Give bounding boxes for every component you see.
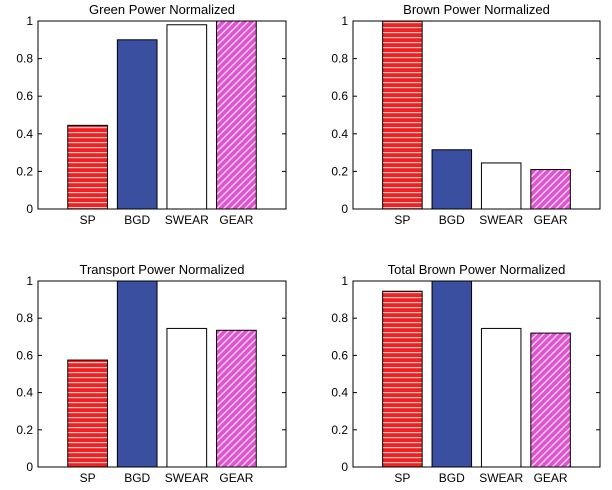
y-tick-label: 0.8	[16, 52, 33, 66]
bar-swear	[480, 162, 522, 210]
x-tick-label: BGD	[124, 213, 150, 227]
x-tick-label: SWEAR	[165, 471, 209, 485]
x-tick-label: SP	[80, 213, 96, 227]
y-tick-label: 1	[341, 14, 348, 28]
y-tick-label: 0.4	[331, 386, 348, 400]
bar-sp	[67, 124, 108, 210]
y-tick-label: 0.6	[16, 89, 33, 103]
y-tick-label: 0.8	[331, 52, 348, 66]
x-tick-label: SWEAR	[479, 471, 523, 485]
y-tick-label: 0	[26, 460, 33, 474]
chart-title: Transport Power Normalized	[80, 262, 245, 277]
axes-frame	[37, 20, 287, 210]
x-tick-label: GEAR	[534, 213, 568, 227]
x-tick-label: SWEAR	[479, 213, 523, 227]
bar-sp	[67, 359, 108, 468]
x-tick-label: BGD	[124, 471, 150, 485]
x-tick-label: BGD	[439, 213, 465, 227]
bar-swear	[166, 24, 208, 210]
y-tick-label: 0.6	[331, 89, 348, 103]
bar-bgd	[431, 149, 473, 210]
bar-bgd	[116, 39, 158, 210]
chart-panel-4: Total Brown Power Normalized SP BGD SWEAR GE…	[331, 262, 601, 485]
bar-sp	[382, 290, 423, 468]
chart-panel-2: Brown Power Normalized SP BGD SWEAR GEAR 0 0.2…	[331, 2, 601, 227]
y-tick-label: 0	[26, 202, 33, 216]
x-tick-label: SWEAR	[165, 213, 209, 227]
bar-gear	[216, 20, 257, 210]
y-tick-label: 1	[26, 14, 33, 28]
x-tick-label: SP	[80, 471, 96, 485]
y-tick-label: 0.8	[16, 311, 33, 325]
y-tick-label: 0.2	[331, 423, 348, 437]
y-tick-label: 0.4	[331, 127, 348, 141]
chart-title: Green Power Normalized	[89, 2, 235, 17]
x-tick-label: BGD	[439, 471, 465, 485]
chart-title: Total Brown Power Normalized	[388, 262, 566, 277]
y-tick-label: 0.2	[16, 164, 33, 178]
x-tick-label: GEAR	[219, 471, 253, 485]
axes-frame	[352, 280, 601, 468]
bar-bgd	[431, 280, 473, 468]
y-tick-label: 0.8	[331, 311, 348, 325]
y-tick-label: 0.2	[16, 423, 33, 437]
y-tick-label: 0.2	[331, 164, 348, 178]
x-tick-label: GEAR	[219, 213, 253, 227]
axes-frame	[37, 280, 287, 468]
y-tick-label: 0	[341, 460, 348, 474]
x-tick-label: SP	[394, 213, 410, 227]
bar-bgd	[116, 280, 158, 468]
y-tick-label: 0.4	[16, 127, 33, 141]
bar-gear	[216, 329, 257, 468]
x-tick-label: SP	[394, 471, 410, 485]
y-tick-label: 0.4	[16, 386, 33, 400]
bar-gear	[530, 332, 571, 468]
y-tick-label: 1	[341, 274, 348, 288]
bar-swear	[480, 327, 522, 468]
chart-panel-1: Green Power Normalized SP BGD SWEAR GEAR 0 0.2…	[16, 2, 287, 227]
axes-frame	[352, 20, 601, 210]
y-tick-label: 0.6	[16, 348, 33, 362]
x-tick-label: GEAR	[534, 471, 568, 485]
chart-title: Brown Power Normalized	[403, 2, 550, 17]
bar-sp	[382, 20, 423, 210]
y-tick-label: 1	[26, 274, 33, 288]
y-tick-label: 0	[341, 202, 348, 216]
bar-swear	[166, 327, 208, 468]
y-tick-label: 0.6	[331, 348, 348, 362]
bar-gear	[530, 169, 571, 210]
chart-panel-3: Transport Power Normalized SP BGD SWEAR GEAR…	[16, 262, 287, 485]
